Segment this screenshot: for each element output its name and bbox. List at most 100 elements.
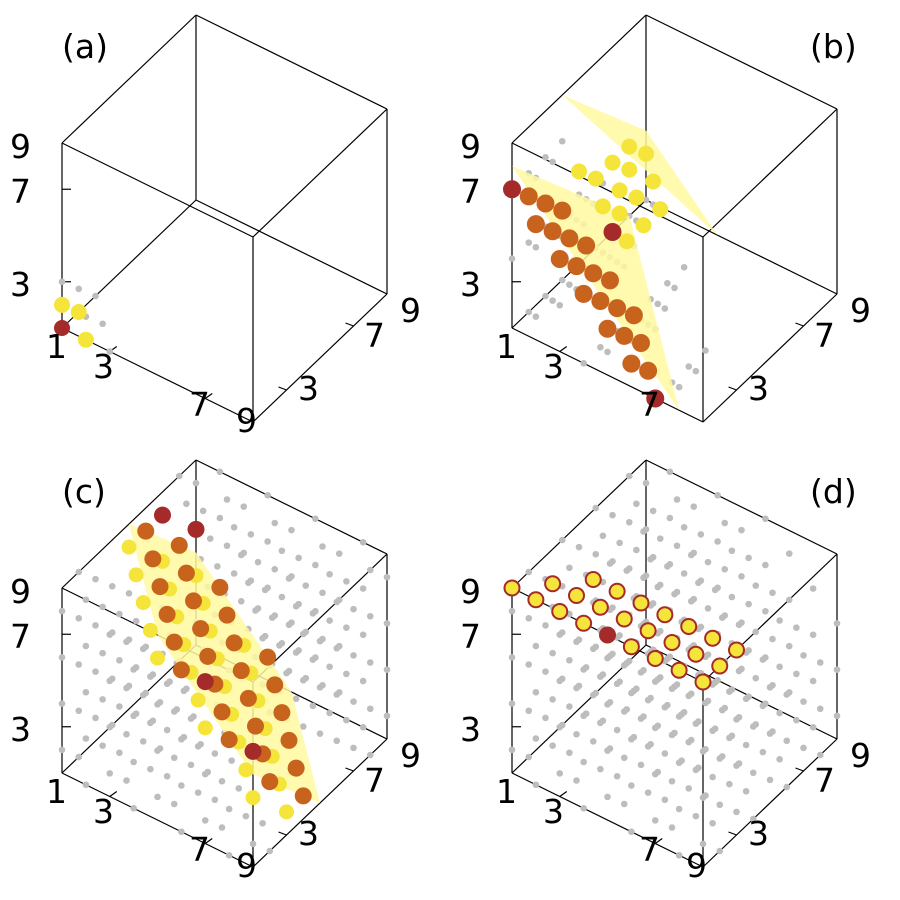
lattice-point <box>673 496 681 503</box>
orange-point <box>574 284 593 303</box>
box-edge <box>61 142 254 238</box>
lattice-point <box>640 528 647 535</box>
lattice-point <box>58 654 66 661</box>
yellow-point <box>604 154 621 171</box>
lattice-point <box>154 747 161 754</box>
lattice-point <box>266 847 274 855</box>
lattice-point <box>316 637 324 645</box>
lattice-point <box>687 597 695 605</box>
lattice-point <box>130 666 137 673</box>
x-tick-label: 9 <box>236 401 257 440</box>
lattice-point <box>628 735 635 743</box>
lattice-point <box>637 715 645 722</box>
lattice-point <box>178 735 185 743</box>
yellow-point <box>197 720 213 736</box>
lattice-point <box>549 696 556 703</box>
lattice-point <box>642 479 650 487</box>
lattice-point <box>661 796 669 804</box>
lattice-point <box>783 691 791 698</box>
orange-point <box>225 634 243 652</box>
panel-label: (c) <box>62 472 106 511</box>
lattice-point <box>766 730 774 737</box>
orange-point <box>553 201 572 220</box>
lattice-point <box>99 742 106 749</box>
lattice-point <box>556 631 564 638</box>
yellow-point <box>238 762 254 778</box>
lattice-point <box>316 730 324 737</box>
lattice-point <box>292 602 300 610</box>
lattice-point <box>75 707 83 715</box>
lattice-point <box>542 668 549 675</box>
yellow-point <box>571 163 587 180</box>
lattice-point <box>759 656 767 663</box>
lattice-point <box>309 656 317 663</box>
lattice-point <box>709 819 716 827</box>
panel-label: (a) <box>62 27 108 66</box>
lattice-point <box>742 741 750 749</box>
lattice-point <box>532 688 540 696</box>
lattice-point <box>726 780 733 788</box>
lattice-point <box>549 742 556 749</box>
lattice-point <box>99 649 106 657</box>
lattice-point <box>661 703 669 711</box>
lattice-point <box>766 684 774 691</box>
lattice-point <box>245 579 252 587</box>
box-edge <box>702 738 838 868</box>
lattice-point <box>718 706 726 714</box>
lattice-point <box>99 320 106 328</box>
orange-point <box>239 689 257 707</box>
lattice-point <box>556 770 564 777</box>
lattice-point <box>620 754 628 762</box>
ringed-point <box>503 579 521 597</box>
lattice-point <box>651 817 659 824</box>
lattice-point <box>704 605 712 612</box>
orange-point <box>273 704 291 722</box>
box-edge <box>195 199 388 295</box>
lattice-point <box>154 793 161 801</box>
lattice-point <box>194 789 202 796</box>
lattice-point <box>833 712 841 720</box>
lattice-point <box>283 669 290 677</box>
lattice-point <box>762 607 769 615</box>
lattice-point <box>556 723 564 731</box>
orange-point <box>172 661 190 679</box>
y-tick-mark <box>795 322 804 327</box>
x-tick-mark <box>204 838 213 844</box>
orange-point <box>519 187 538 206</box>
plane <box>129 524 320 803</box>
orange-point <box>526 215 545 234</box>
lattice-point <box>58 746 66 754</box>
lattice-point <box>597 765 604 773</box>
lattice-point <box>359 723 367 731</box>
lattice-point <box>749 815 757 823</box>
lattice-point <box>661 305 669 312</box>
ringed-point <box>687 645 705 663</box>
yellow-point <box>245 790 261 806</box>
lattice-point <box>542 292 549 300</box>
lattice-point <box>692 812 700 820</box>
lattice-point <box>201 770 209 778</box>
lattice-point <box>716 755 724 762</box>
lattice-point <box>542 622 549 629</box>
lattice-point <box>666 468 674 476</box>
lattice-point <box>508 746 516 754</box>
box-edge <box>511 772 704 868</box>
lattice-point <box>651 770 659 778</box>
box-edge <box>645 14 838 110</box>
lattice-point <box>644 696 652 704</box>
red-point <box>187 520 205 538</box>
orange-point <box>287 759 305 777</box>
y-tick-label: 3 <box>298 814 319 853</box>
lattice-point <box>192 479 200 487</box>
lattice-point <box>714 491 721 499</box>
lattice-point <box>692 766 700 774</box>
lattice-point <box>299 630 307 638</box>
yellow-point <box>70 304 87 320</box>
orange-point <box>137 522 155 540</box>
x-tick-label: 7 <box>639 830 660 869</box>
lattice-point <box>123 730 130 738</box>
lattice-point <box>116 656 123 664</box>
lattice-point <box>721 565 729 573</box>
